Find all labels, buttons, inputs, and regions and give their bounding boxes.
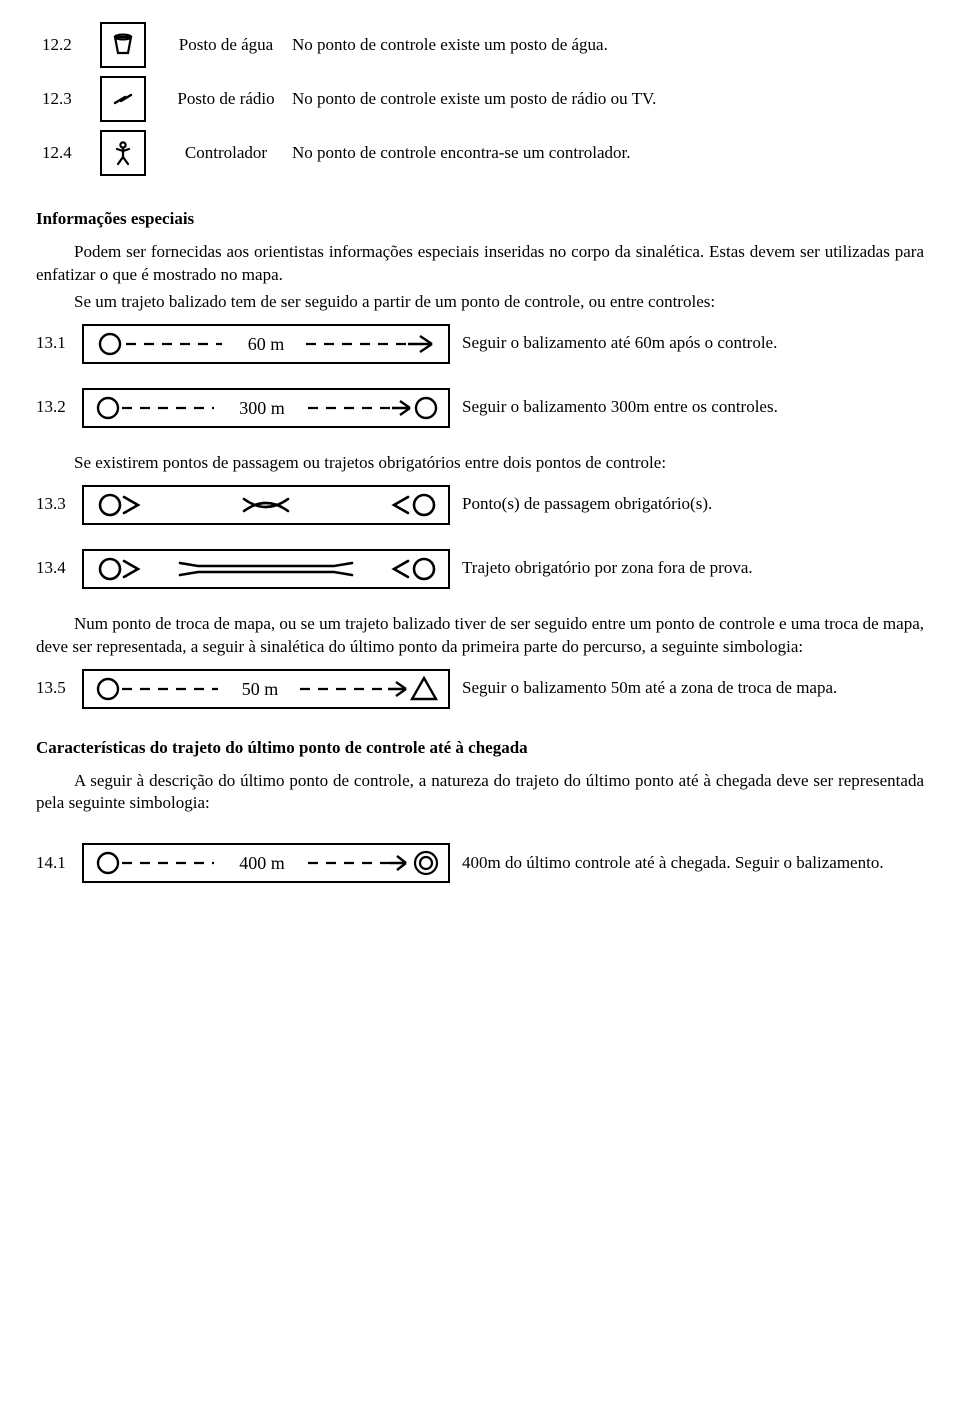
row-12-2-num: 12.2 (36, 18, 94, 72)
row-14-1-desc: 400m do último controle até à chegada. S… (462, 852, 924, 875)
row-13-5-desc: Seguir o balizamento 50m até a zona de t… (462, 677, 924, 700)
row-12-4-num: 12.4 (36, 126, 94, 180)
row-12-2: 12.2 Posto de água No ponto de controle … (36, 18, 662, 72)
bolt-icon (100, 76, 146, 122)
heading-finish: Características do trajeto do último pon… (36, 737, 924, 760)
info-p4: Num ponto de troca de mapa, ou se um tra… (36, 613, 924, 659)
row-13-1-desc: Seguir o balizamento até 60m após o cont… (462, 332, 924, 355)
row-13-4-desc: Trajeto obrigatório por zona fora de pro… (462, 557, 924, 580)
row-13-5-num: 13.5 (36, 677, 82, 700)
row-12-3-desc: No ponto de controle existe um posto de … (286, 72, 662, 126)
person-icon (100, 130, 146, 176)
distance-label-13-2: 300 m (239, 398, 285, 418)
tape-300m-icon: 300 m (82, 388, 450, 428)
row-14-1: 14.1 400 m 400m do último controle até à… (36, 843, 924, 883)
row-13-2-num: 13.2 (36, 396, 82, 419)
info-p2: Se um trajeto balizado tem de ser seguid… (36, 291, 924, 314)
row-13-3-desc: Ponto(s) de passagem obrigatório(s). (462, 493, 924, 516)
distance-label-13-5: 50 m (242, 679, 279, 699)
crossing-point-icon (82, 485, 450, 525)
row-12-3-label: Posto de rádio (166, 72, 286, 126)
row-13-3: 13.3 Ponto(s) de passagem obrigatório(s)… (36, 485, 924, 525)
row-12-2-label: Posto de água (166, 18, 286, 72)
row-12-4-desc: No ponto de controle encontra-se um cont… (286, 126, 662, 180)
finish-p1: A seguir à descrição do último ponto de … (36, 770, 924, 816)
row-13-1-num: 13.1 (36, 332, 82, 355)
row-13-2: 13.2 300 m Seguir o balizamento 300m ent… (36, 388, 924, 428)
row-13-5: 13.5 50 m Seguir o balizamento 50m até a… (36, 669, 924, 709)
row-12-4-label: Controlador (166, 126, 286, 180)
distance-label-13-1: 60 m (248, 334, 285, 354)
row-12-2-desc: No ponto de controle existe um posto de … (286, 18, 662, 72)
row-13-4-num: 13.4 (36, 557, 82, 580)
row-12-4: 12.4 Controlador No ponto de controle en… (36, 126, 662, 180)
row-13-3-num: 13.3 (36, 493, 82, 516)
mandatory-route-icon (82, 549, 450, 589)
cup-icon (100, 22, 146, 68)
heading-info-especiais: Informações especiais (36, 208, 924, 231)
row-13-2-desc: Seguir o balizamento 300m entre os contr… (462, 396, 924, 419)
tape-60m-icon: 60 m (82, 324, 450, 364)
row-13-4: 13.4 Trajeto obrigatório por zona fora d… (36, 549, 924, 589)
row-12-3-num: 12.3 (36, 72, 94, 126)
row-13-1: 13.1 60 m Seguir o balizamento até 60m a… (36, 324, 924, 364)
row-12-3: 12.3 Posto de rádio No ponto de controle… (36, 72, 662, 126)
tape-50m-triangle-icon: 50 m (82, 669, 450, 709)
row-14-1-num: 14.1 (36, 852, 82, 875)
info-p1: Podem ser fornecidas aos orientistas inf… (36, 241, 924, 287)
distance-label-14-1: 400 m (239, 853, 285, 873)
tape-400m-finish-icon: 400 m (82, 843, 450, 883)
info-p3: Se existirem pontos de passagem ou traje… (36, 452, 924, 475)
table-12: 12.2 Posto de água No ponto de controle … (36, 18, 662, 180)
